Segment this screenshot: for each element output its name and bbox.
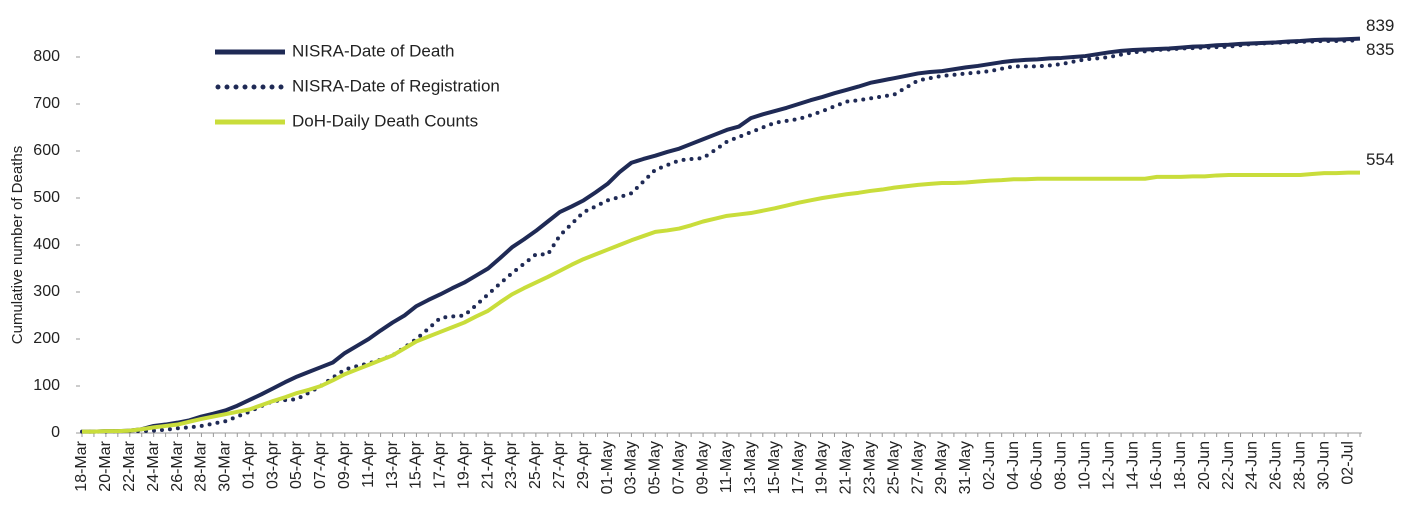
y-tick-label: 0 <box>51 424 60 441</box>
legend-label: NISRA-Date of Death <box>292 41 455 60</box>
legend-label: NISRA-Date of Registration <box>292 76 500 95</box>
series-line <box>80 38 1362 434</box>
x-tick-label: 15-May <box>766 441 783 494</box>
x-tick-label: 29-May <box>933 441 950 494</box>
y-tick-label: 200 <box>33 330 60 347</box>
x-tick-label: 05-Apr <box>288 440 305 489</box>
y-axis-title: Cumulative number of Deaths <box>9 146 26 344</box>
x-tick-label: 02-Jul <box>1339 441 1356 485</box>
x-tick-label: 03-May <box>623 441 640 494</box>
x-tick-label: 09-Apr <box>336 440 353 489</box>
x-tick-label: 26-Jun <box>1268 441 1285 490</box>
x-tick-label: 19-May <box>814 441 831 494</box>
x-tick-label: 21-Apr <box>479 440 496 489</box>
x-tick-label: 08-Jun <box>1053 441 1070 490</box>
legend-label: DoH-Daily Death Counts <box>292 111 478 130</box>
y-tick-label: 300 <box>33 283 60 300</box>
y-tick-label: 400 <box>33 236 60 253</box>
x-tick-label: 07-May <box>670 441 687 494</box>
x-tick-label: 07-Apr <box>312 440 329 489</box>
x-tick-label: 22-Mar <box>121 440 138 491</box>
x-tick-label: 19-Apr <box>455 440 472 489</box>
x-tick-label: 18-Mar <box>73 440 90 491</box>
x-tick-label: 17-Apr <box>432 440 449 489</box>
x-tick-label: 27-May <box>909 441 926 494</box>
x-tick-label: 30-Mar <box>217 440 234 491</box>
x-tick-label: 12-Jun <box>1100 441 1117 490</box>
y-tick-label: 700 <box>33 95 60 112</box>
x-tick-label: 01-Apr <box>240 440 257 489</box>
x-tick-label: 09-May <box>694 441 711 494</box>
x-tick-label: 20-Mar <box>97 440 114 491</box>
x-tick-label: 13-May <box>742 441 759 494</box>
end-label: 839 <box>1366 16 1394 35</box>
x-tick-label: 25-May <box>885 441 902 494</box>
x-tick-label: 26-Mar <box>169 440 186 491</box>
x-tick-label: 28-Jun <box>1291 441 1308 490</box>
x-tick-label: 13-Apr <box>384 440 401 489</box>
x-tick-label: 23-May <box>862 441 879 494</box>
x-tick-label: 24-Mar <box>145 440 162 491</box>
x-tick-label: 24-Jun <box>1244 441 1261 490</box>
x-tick-label: 29-Apr <box>575 440 592 489</box>
x-tick-label: 28-Mar <box>193 440 210 491</box>
x-tick-label: 02-Jun <box>981 441 998 490</box>
x-tick-label: 10-Jun <box>1077 441 1094 490</box>
end-label: 835 <box>1366 40 1394 59</box>
x-tick-label: 18-Jun <box>1172 441 1189 490</box>
x-tick-label: 20-Jun <box>1196 441 1213 490</box>
x-tick-label: 30-Jun <box>1315 441 1332 490</box>
x-tick-label: 04-Jun <box>1005 441 1022 490</box>
x-tick-label: 11-May <box>718 441 735 493</box>
x-tick-label: 15-Apr <box>408 440 425 489</box>
x-tick-label: 03-Apr <box>264 440 281 489</box>
y-tick-label: 100 <box>33 377 60 394</box>
x-tick-label: 06-Jun <box>1029 441 1046 490</box>
x-tick-label: 16-Jun <box>1148 441 1165 490</box>
y-tick-label: 500 <box>33 189 60 206</box>
y-tick-label: 800 <box>33 48 60 65</box>
x-tick-label: 17-May <box>790 441 807 494</box>
x-tick-label: 22-Jun <box>1220 441 1237 490</box>
series-line <box>82 170 1360 434</box>
y-tick-label: 600 <box>33 142 60 159</box>
x-tick-label: 23-Apr <box>503 440 520 489</box>
x-tick-label: 11-Apr <box>360 440 377 488</box>
x-tick-label: 01-May <box>599 441 616 494</box>
end-label: 554 <box>1366 150 1394 169</box>
series-line <box>82 36 1361 434</box>
x-tick-label: 14-Jun <box>1124 441 1141 490</box>
x-tick-label: 21-May <box>838 441 855 494</box>
x-tick-label: 25-Apr <box>527 440 544 489</box>
x-tick-label: 27-Apr <box>551 440 568 489</box>
x-tick-label: 31-May <box>957 441 974 494</box>
x-tick-label: 05-May <box>647 441 664 494</box>
